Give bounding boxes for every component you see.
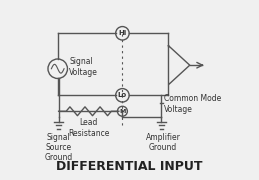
Text: Common Mode
Voltage: Common Mode Voltage (164, 94, 221, 114)
Text: DIFFERENTIAL INPUT: DIFFERENTIAL INPUT (56, 160, 203, 173)
Text: Amplifier
Ground: Amplifier Ground (146, 132, 181, 152)
Text: M: M (119, 109, 126, 114)
Text: Hi: Hi (118, 30, 127, 36)
Text: Signal
Voltage: Signal Voltage (69, 57, 98, 77)
Text: Lo: Lo (118, 92, 127, 98)
Text: Signal
Source
Ground: Signal Source Ground (45, 132, 73, 162)
Text: Lead
Resistance: Lead Resistance (68, 118, 109, 138)
